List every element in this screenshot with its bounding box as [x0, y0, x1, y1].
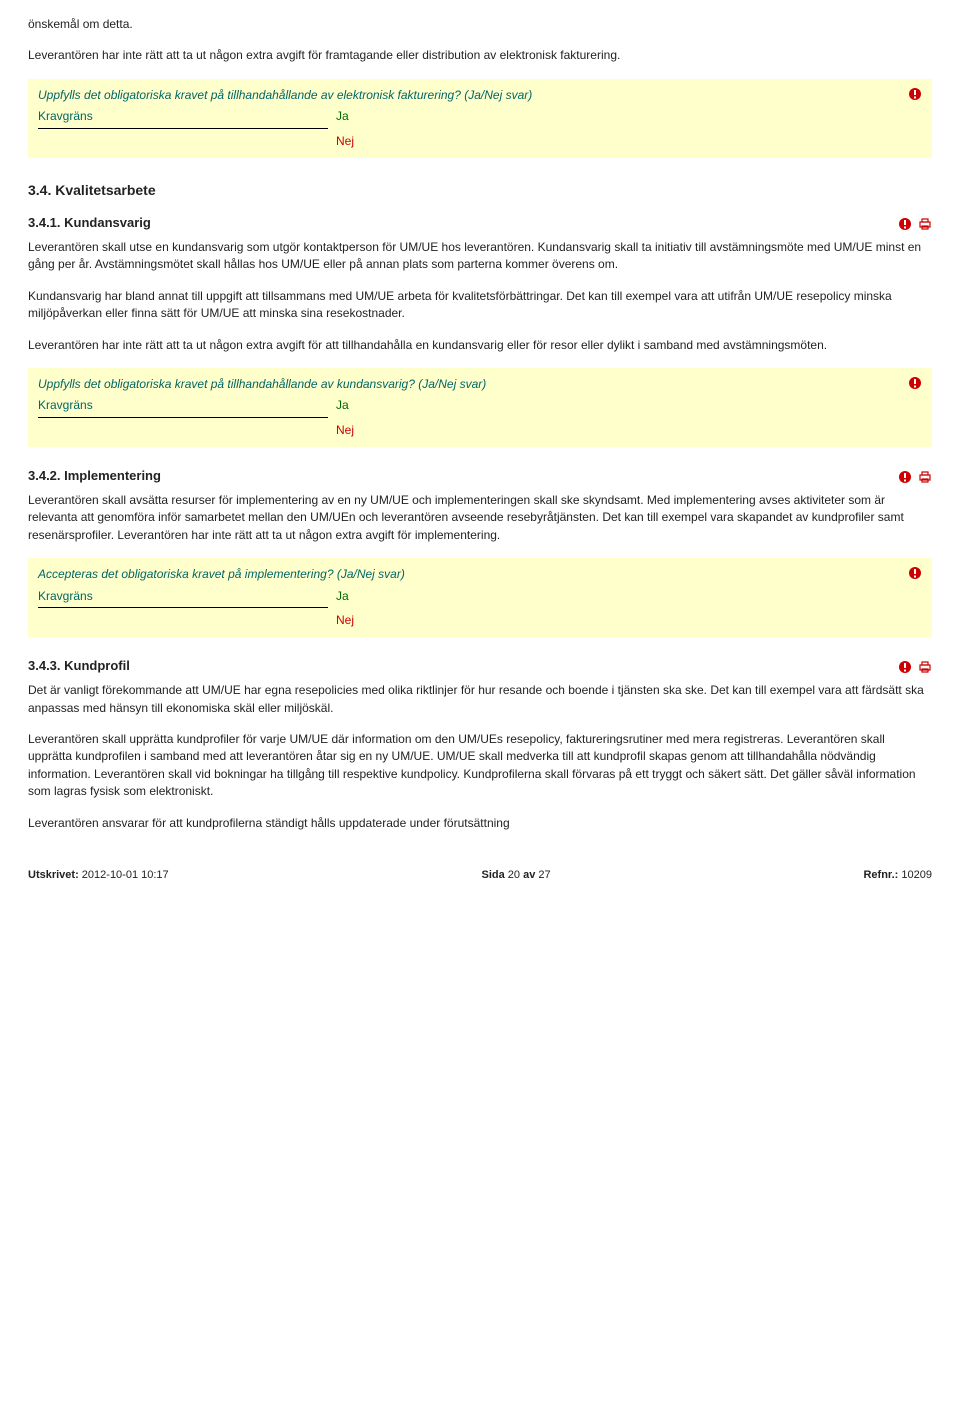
threshold-label: Kravgräns	[38, 108, 328, 128]
threshold-label: Kravgräns	[38, 588, 328, 608]
answer-yes: Ja	[336, 397, 349, 414]
threshold-row: Kravgräns Ja	[38, 397, 922, 417]
subheading-342: 3.4.2. Implementering	[28, 467, 892, 486]
paragraph: Leverantören har inte rätt att ta ut någ…	[28, 337, 932, 354]
footer-page: 20	[508, 869, 520, 881]
alert-icon	[898, 217, 912, 231]
alert-icon	[898, 470, 912, 484]
footer-left-label: Utskrivet:	[28, 869, 79, 881]
alert-icon	[898, 660, 912, 674]
answer-yes: Ja	[336, 588, 349, 605]
section-heading-34: 3.4. Kvalitetsarbete	[28, 180, 932, 200]
answer-no: Nej	[336, 133, 922, 150]
page-footer: Utskrivet: 2012-10-01 10:17 Sida 20 av 2…	[28, 868, 932, 884]
footer-right-label: Refnr.:	[863, 869, 898, 881]
print-icon[interactable]	[918, 470, 932, 484]
subheading-row: 3.4.3. Kundprofil	[28, 657, 932, 676]
question-text: Uppfylls det obligatoriska kravet på til…	[38, 87, 922, 104]
subheading-row: 3.4.2. Implementering	[28, 467, 932, 486]
paragraph: Leverantören skall avsätta resurser för …	[28, 492, 932, 544]
footer-right: Refnr.: 10209	[863, 868, 932, 884]
answer-no: Nej	[336, 422, 922, 439]
paragraph: Leverantören skall upprätta kundprofiler…	[28, 731, 932, 801]
footer-left: Utskrivet: 2012-10-01 10:17	[28, 868, 169, 884]
footer-middle: Sida 20 av 27	[482, 868, 551, 884]
paragraph-tail: önskemål om detta.	[28, 16, 932, 33]
footer-left-val: 2012-10-01 10:17	[79, 869, 169, 881]
print-icon[interactable]	[918, 217, 932, 231]
subheading-341: 3.4.1. Kundansvarig	[28, 214, 892, 233]
print-icon[interactable]	[918, 660, 932, 674]
paragraph: Leverantören ansvarar för att kundprofil…	[28, 815, 932, 832]
requirement-box: Accepteras det obligatoriska kravet på i…	[28, 558, 932, 637]
requirement-box: Uppfylls det obligatoriska kravet på til…	[28, 368, 932, 447]
threshold-row: Kravgräns Ja	[38, 108, 922, 128]
footer-right-val: 10209	[898, 869, 932, 881]
answer-yes: Ja	[336, 108, 349, 125]
threshold-label: Kravgräns	[38, 397, 328, 417]
subheading-row: 3.4.1. Kundansvarig	[28, 214, 932, 233]
subheading-343: 3.4.3. Kundprofil	[28, 657, 892, 676]
paragraph: Leverantören har inte rätt att ta ut någ…	[28, 47, 932, 64]
alert-icon	[908, 376, 922, 390]
paragraph: Det är vanligt förekommande att UM/UE ha…	[28, 682, 932, 717]
paragraph: Kundansvarig har bland annat till uppgif…	[28, 288, 932, 323]
threshold-row: Kravgräns Ja	[38, 588, 922, 608]
answer-no: Nej	[336, 612, 922, 629]
alert-icon	[908, 566, 922, 580]
question-text: Accepteras det obligatoriska kravet på i…	[38, 566, 922, 583]
requirement-box: Uppfylls det obligatoriska kravet på til…	[28, 79, 932, 158]
footer-mid-of: av	[520, 869, 538, 881]
paragraph: Leverantören skall utse en kundansvarig …	[28, 239, 932, 274]
question-text: Uppfylls det obligatoriska kravet på til…	[38, 376, 922, 393]
footer-total: 27	[538, 869, 550, 881]
alert-icon	[908, 87, 922, 101]
footer-mid-label: Sida	[482, 869, 508, 881]
